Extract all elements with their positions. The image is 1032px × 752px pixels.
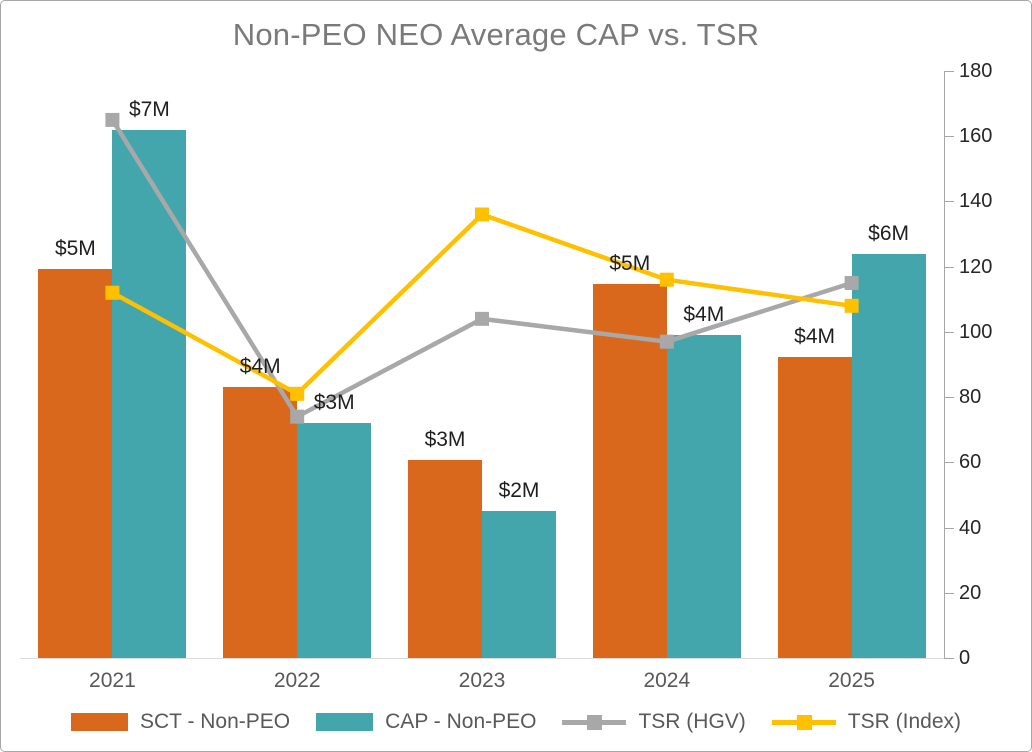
right-axis-tick-label: 120	[959, 255, 993, 278]
right-axis-tick-label: 60	[959, 451, 982, 474]
data-label-sct-non-peo-2021: $5M	[54, 237, 96, 261]
legend-swatch-tsr-hgv	[562, 714, 627, 730]
right-axis-tick	[944, 592, 954, 594]
right-axis-tick	[944, 266, 954, 268]
bar-cap-non-peo-2025	[851, 254, 926, 658]
legend-swatch-sct-non-peo	[70, 713, 128, 731]
data-label-sct-non-peo-2025: $4M	[794, 325, 836, 349]
x-axis-label-2021: 2021	[89, 669, 136, 692]
right-axis-tick	[944, 527, 954, 529]
right-axis-tick-label: 160	[959, 125, 993, 148]
data-label-cap-non-peo-2024: $4M	[683, 303, 725, 327]
right-axis-tick-label: 140	[959, 190, 993, 213]
bar-cap-non-peo-2021	[112, 129, 187, 658]
x-axis-label-2023: 2023	[458, 669, 506, 692]
right-axis-line	[944, 71, 945, 659]
marker-tsr-index-2023	[475, 207, 489, 222]
right-axis-tick-label: 20	[959, 581, 982, 604]
right-axis-tick-label: 40	[959, 516, 982, 539]
bar-sct-non-peo-2024	[592, 283, 667, 658]
x-axis-label-2024: 2024	[643, 669, 691, 692]
marker-tsr-hgv-2023	[475, 311, 489, 326]
legend-label-cap-non-peo: CAP - Non-PEO	[385, 710, 537, 733]
right-axis-tick	[944, 462, 954, 464]
x-axis-label-2022: 2022	[273, 669, 321, 692]
bar-sct-non-peo-2025	[777, 357, 852, 658]
right-axis-tick	[944, 658, 954, 659]
right-axis-tick	[944, 397, 954, 399]
x-axis-label-2025: 2025	[828, 669, 875, 692]
data-label-cap-non-peo-2023: $2M	[498, 479, 540, 503]
bar-cap-non-peo-2022	[297, 423, 372, 658]
data-label-sct-non-peo-2024: $5M	[609, 251, 651, 275]
bar-cap-non-peo-2024	[666, 335, 741, 658]
legend-label-tsr-index: TSR (Index)	[847, 710, 961, 733]
legend: SCT - Non-PEO CAP - Non-PEO TSR (HGV) TSR (…	[1, 702, 1031, 742]
legend-label-sct-non-peo: SCT - Non-PEO	[139, 710, 291, 733]
legend-item-tsr-hgv: TSR (HGV)	[562, 710, 746, 734]
bar-sct-non-peo-2021	[38, 269, 113, 658]
legend-item-cap-non-peo: CAP - Non-PEO	[316, 710, 536, 734]
right-axis-tick	[944, 136, 954, 138]
legend-label-tsr-hgv: TSR (HGV)	[638, 710, 746, 733]
right-axis-tick	[944, 331, 954, 333]
bar-sct-non-peo-2022	[223, 386, 298, 658]
right-axis-tick-label: 80	[959, 386, 982, 409]
bar-sct-non-peo-2023	[408, 459, 482, 658]
chart-title: Non-PEO NEO Average CAP vs. TSR	[232, 17, 760, 52]
legend-marker-tsr-index	[796, 715, 812, 730]
legend-swatch-cap-non-peo	[316, 713, 374, 731]
x-axis-line	[20, 658, 954, 659]
data-label-sct-non-peo-2022: $4M	[239, 354, 281, 378]
legend-swatch-tsr-index	[771, 714, 836, 730]
right-axis-tick-label: 180	[959, 60, 993, 82]
data-label-cap-non-peo-2025: $6M	[868, 222, 910, 246]
data-label-cap-non-peo-2022: $3M	[313, 391, 355, 415]
right-axis-tick-label: 100	[959, 320, 993, 343]
data-label-cap-non-peo-2021: $7M	[128, 97, 170, 121]
right-axis-tick	[944, 71, 954, 72]
right-axis-tick	[944, 201, 954, 203]
legend-item-tsr-index: TSR (Index)	[771, 710, 961, 734]
legend-marker-tsr-hgv	[587, 715, 603, 730]
data-label-sct-non-peo-2023: $3M	[424, 427, 466, 451]
right-axis-tick-label: 0	[959, 647, 971, 669]
bar-cap-non-peo-2023	[482, 511, 556, 658]
legend-item-sct-non-peo: SCT - Non-PEO	[70, 710, 291, 734]
